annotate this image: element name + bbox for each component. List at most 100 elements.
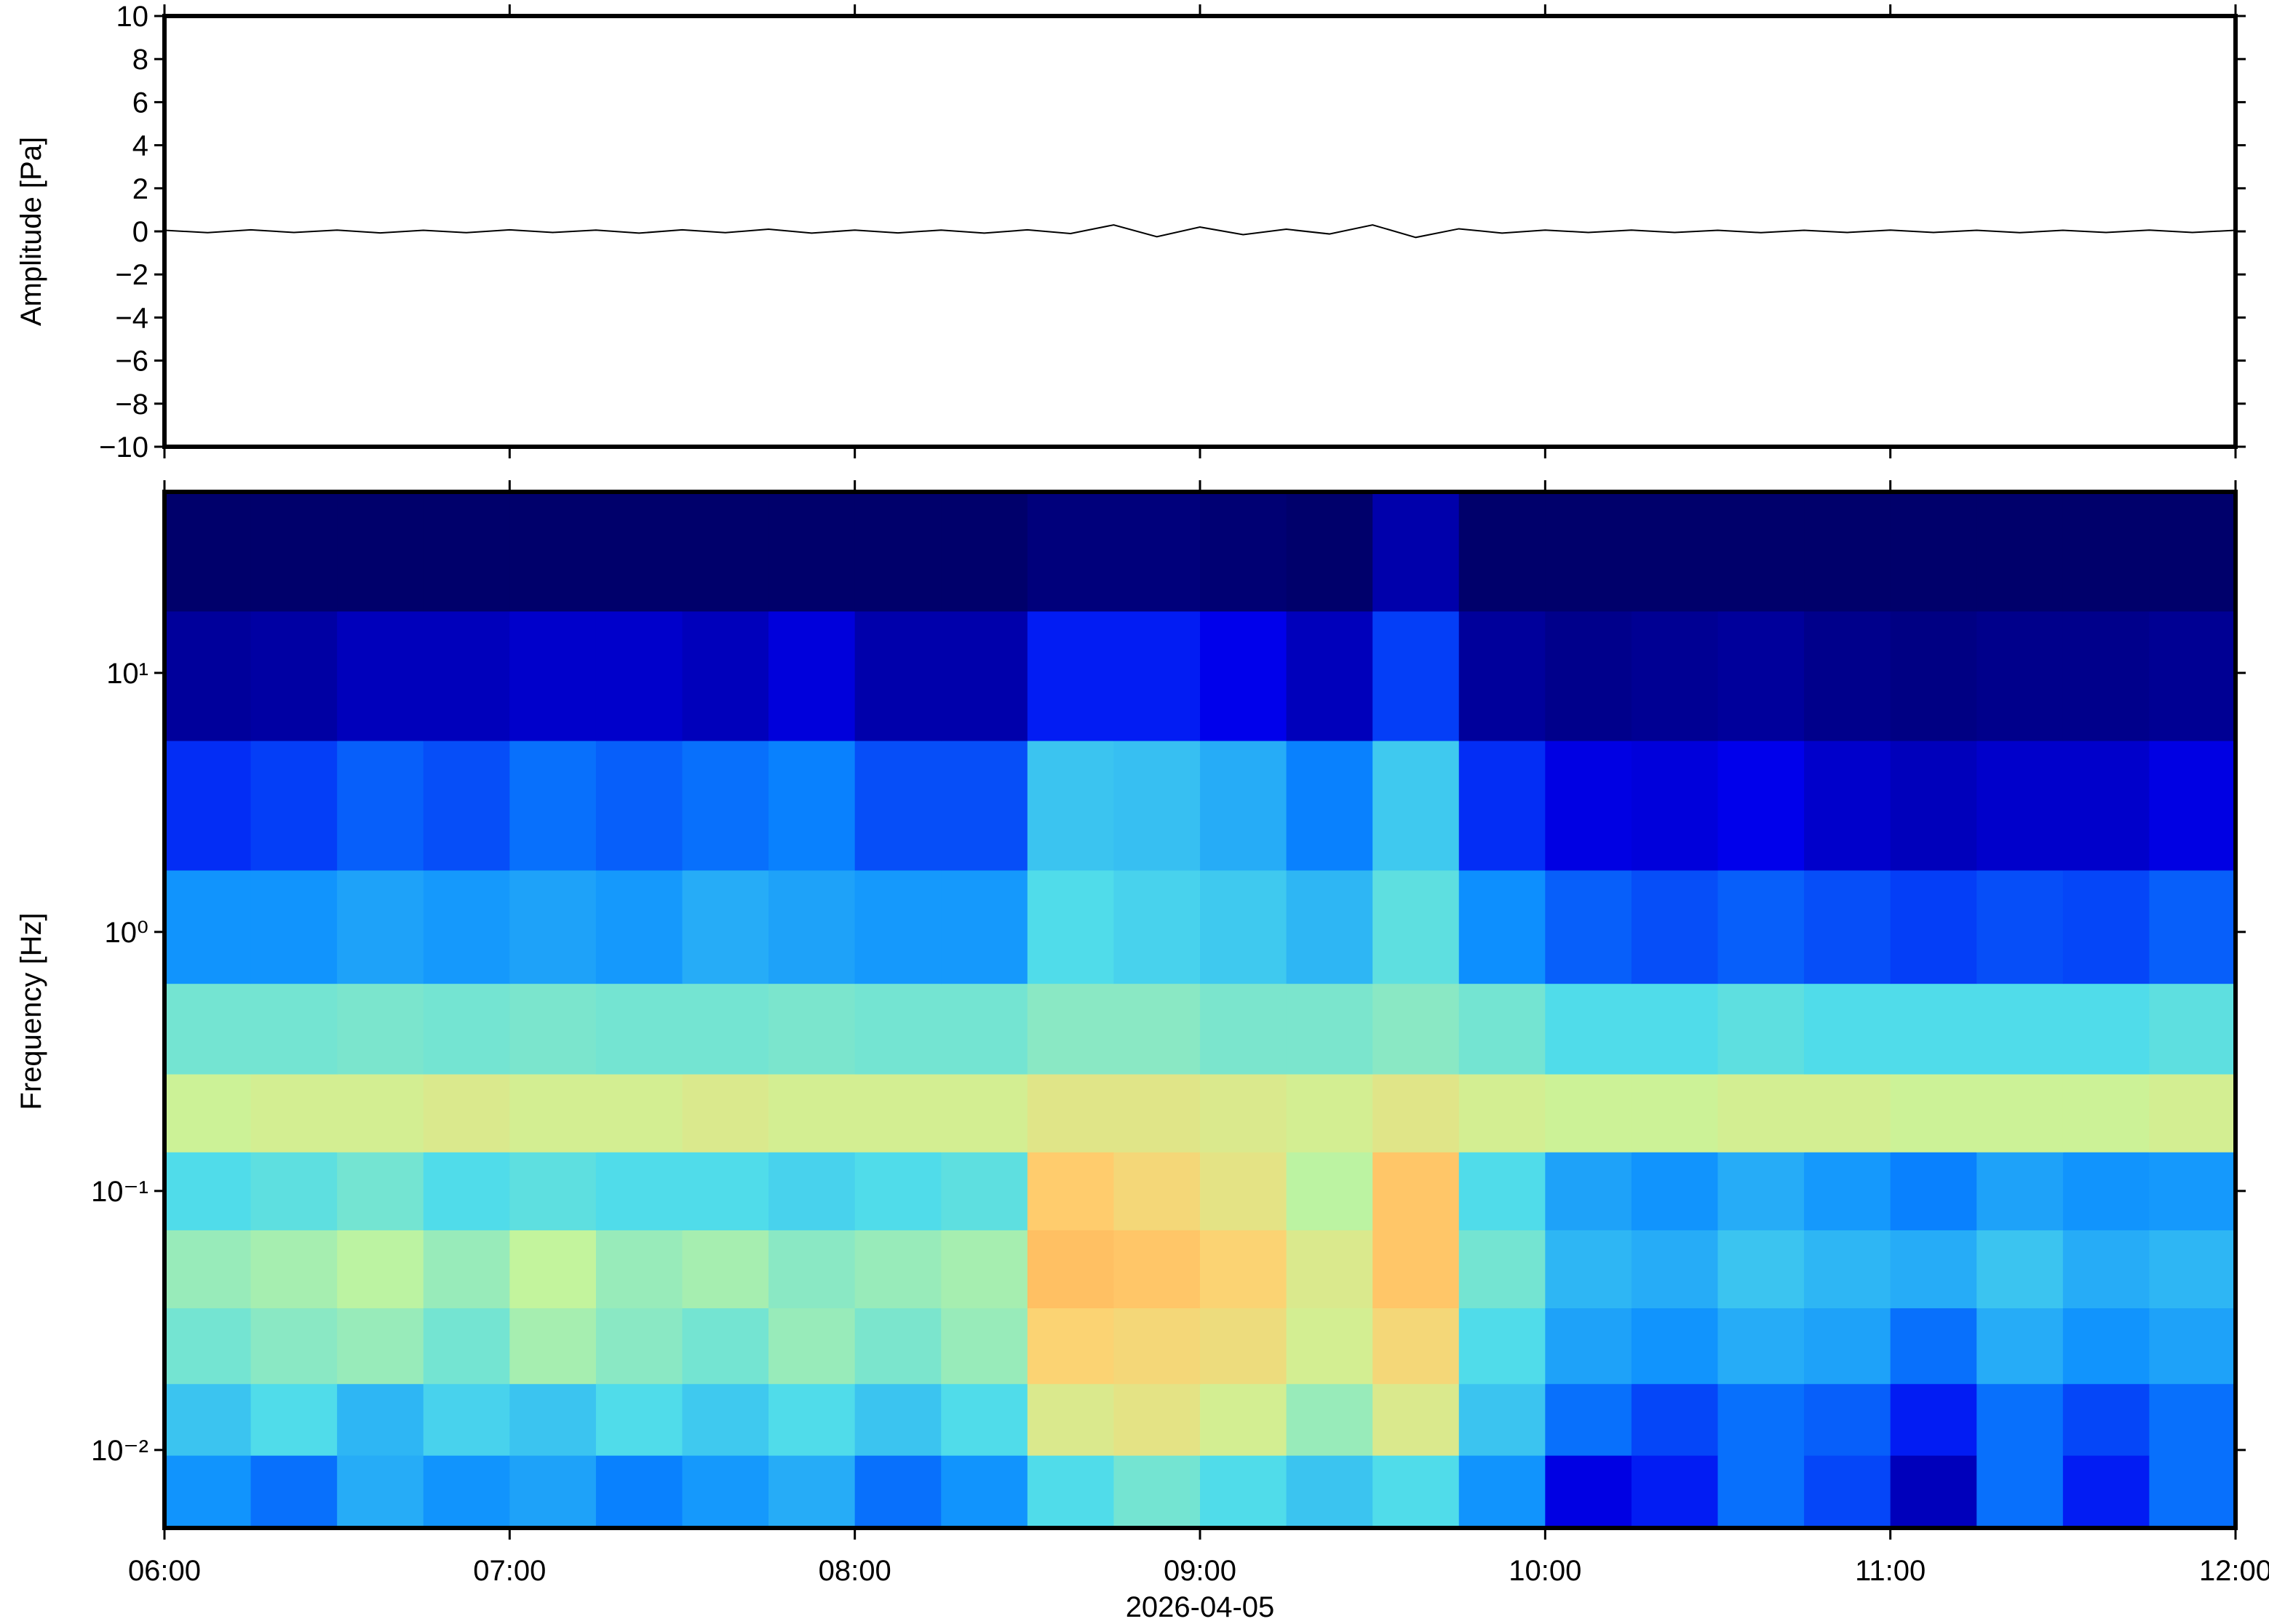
heat-cell xyxy=(1027,1074,1114,1153)
heat-cell xyxy=(2062,1074,2150,1153)
heat-cell xyxy=(1804,492,1891,612)
heat-cell xyxy=(1200,740,1287,871)
heat-cell xyxy=(1804,1230,1891,1309)
heat-cell xyxy=(423,610,510,741)
heat-cell xyxy=(2062,869,2150,984)
heat-cell xyxy=(1113,610,1201,741)
y-tick-label: 8 xyxy=(132,44,148,76)
heat-cell xyxy=(768,1455,856,1529)
heat-cell xyxy=(164,1152,252,1230)
heat-cell xyxy=(1113,983,1201,1075)
heat-cell xyxy=(1200,983,1287,1075)
heat-cell xyxy=(768,492,856,612)
heat-cell xyxy=(1458,983,1546,1075)
heat-cell xyxy=(1976,1455,2064,1529)
heat-cell xyxy=(595,1383,683,1456)
heat-cell xyxy=(337,610,424,741)
heat-cell xyxy=(509,492,597,612)
heat-cell xyxy=(1804,869,1891,984)
heat-cell xyxy=(337,983,424,1075)
heat-cell xyxy=(509,983,597,1075)
heat-cell xyxy=(1027,1383,1114,1456)
heat-cell xyxy=(854,1074,942,1153)
heat-cell xyxy=(682,1455,769,1529)
heat-cell xyxy=(2062,1230,2150,1309)
heat-cell xyxy=(854,1383,942,1456)
heat-cell xyxy=(595,492,683,612)
heat-cell xyxy=(1976,1230,2064,1309)
y-tick-label: 10⁰ xyxy=(104,917,148,949)
heat-cell xyxy=(1545,492,1632,612)
heat-cell xyxy=(1804,1307,1891,1385)
heat-cell xyxy=(2062,983,2150,1075)
heat-cell xyxy=(682,740,769,871)
heat-cell xyxy=(1545,1307,1632,1385)
heat-cell xyxy=(1458,1455,1546,1529)
heat-cell xyxy=(1976,1152,2064,1230)
heat-cell xyxy=(509,1152,597,1230)
heat-cell xyxy=(595,1152,683,1230)
y-tick-label: −4 xyxy=(115,302,148,334)
heat-cell xyxy=(1286,1383,1373,1456)
heat-cell xyxy=(337,1455,424,1529)
heat-cell xyxy=(1027,1455,1114,1529)
heat-cell xyxy=(1286,1074,1373,1153)
heat-cell xyxy=(509,869,597,984)
heat-cell xyxy=(1890,492,1977,612)
heat-cell xyxy=(1717,1307,1805,1385)
heat-cell xyxy=(1890,869,1977,984)
heat-cell xyxy=(250,1230,338,1309)
heat-cell xyxy=(1200,1230,1287,1309)
heat-cell xyxy=(1372,740,1460,871)
heat-cell xyxy=(1717,610,1805,741)
heat-cell xyxy=(423,1152,510,1230)
heat-cell xyxy=(509,1383,597,1456)
heat-cell xyxy=(854,1455,942,1529)
heat-cell xyxy=(1717,869,1805,984)
heat-cell xyxy=(1545,1152,1632,1230)
heat-cell xyxy=(2062,1307,2150,1385)
heat-cell xyxy=(164,610,252,741)
heat-cell xyxy=(1976,869,2064,984)
heat-cell xyxy=(1286,1152,1373,1230)
y-tick-label: 10⁻² xyxy=(91,1435,148,1467)
waveform xyxy=(164,224,2236,239)
heat-cell xyxy=(595,1230,683,1309)
heat-cell xyxy=(1717,1152,1805,1230)
heat-cell xyxy=(1200,492,1287,612)
heat-cell xyxy=(941,1383,1028,1456)
heat-cell xyxy=(2149,1230,2236,1309)
heat-cell xyxy=(164,1074,252,1153)
heat-cell xyxy=(2149,740,2236,871)
heat-cell xyxy=(768,1307,856,1385)
heat-cell xyxy=(1372,1074,1460,1153)
heat-cell xyxy=(250,1074,338,1153)
heat-cell xyxy=(1458,1307,1546,1385)
heat-cell xyxy=(423,1383,510,1456)
heat-cell xyxy=(2149,1074,2236,1153)
heat-cell xyxy=(164,1307,252,1385)
heat-cell xyxy=(1027,869,1114,984)
heat-cell xyxy=(2062,740,2150,871)
heat-cell xyxy=(1976,610,2064,741)
heat-cell xyxy=(337,1152,424,1230)
heat-cell xyxy=(941,869,1028,984)
heat-cell xyxy=(1458,610,1546,741)
heat-cell xyxy=(1372,983,1460,1075)
heat-cell xyxy=(1286,610,1373,741)
heat-cell xyxy=(682,492,769,612)
heat-cell xyxy=(1545,1455,1632,1529)
heat-cell xyxy=(509,610,597,741)
heat-cell xyxy=(1113,1074,1201,1153)
heat-cell xyxy=(682,610,769,741)
y-tick-label: 0 xyxy=(132,216,148,248)
heat-cell xyxy=(1200,1383,1287,1456)
heat-cell xyxy=(941,1152,1028,1230)
heat-cell xyxy=(1717,1074,1805,1153)
heat-cell xyxy=(1545,740,1632,871)
heat-cell xyxy=(1890,1152,1977,1230)
heat-cell xyxy=(1804,740,1891,871)
heat-cell xyxy=(1200,1152,1287,1230)
heat-cell xyxy=(1631,869,1718,984)
heat-cell xyxy=(1890,983,1977,1075)
